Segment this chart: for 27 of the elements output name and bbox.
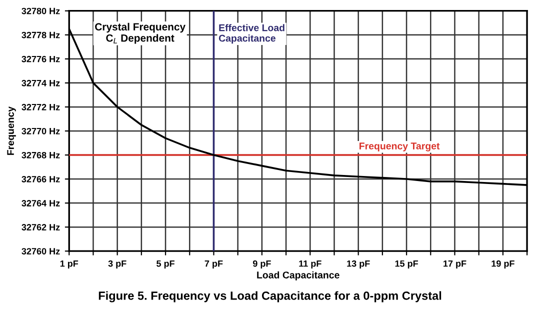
y-tick-label: 32760 Hz [22,248,60,254]
x-tick-label: 15 pF [395,260,418,269]
annotation: Crystal Frequency C$_{L}$ Dependent [95,22,186,44]
y-tick-label: 32772 Hz [22,104,60,110]
y-tick-label: 32768 Hz [22,152,60,158]
x-tick-label: 1 pF [60,260,78,269]
x-tick-label: 19 pF [492,260,514,269]
ref-line-label: Effective Load Capacitance [218,24,284,44]
x-tick-label: 5 pF [156,260,174,269]
y-tick-label: 32776 Hz [22,56,60,62]
text: Figure 5. Frequency vs Load Capacitance for a 0-ppm Crystal [98,291,442,302]
x-axis-title: Load Capacitance [257,271,340,280]
y-tick-label: 32774 Hz [22,80,60,86]
x-tick-label: 13 pF [347,260,370,269]
y-tick-label: 32780 Hz [22,8,60,14]
ref-line-label: Frequency Target [360,142,440,152]
y-tick-label: 32766 Hz [22,176,60,182]
y-tick-label: 32778 Hz [22,32,60,38]
x-tick-label: 3 pF [108,260,126,269]
x-tick-label: 9 pF [252,260,271,269]
x-tick-label: 11 pF [299,260,322,269]
x-tick-label: 7 pF [204,260,223,269]
y-tick-label: 32762 Hz [22,224,60,230]
y-axis-title: Frequency [7,106,16,155]
y-tick-label: 32770 Hz [22,128,60,134]
y-tick-label: 32764 Hz [22,200,60,206]
x-tick-label: 17 pF [444,260,466,269]
